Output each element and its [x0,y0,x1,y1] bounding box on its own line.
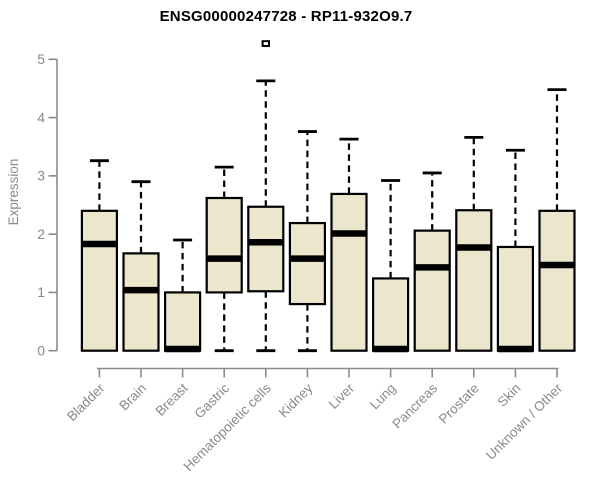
x-tick-label: Liver [326,380,358,412]
box-gastric [205,196,243,294]
x-tick-label: Gastric [191,380,232,421]
box-bladder [80,209,119,352]
y-tick-label: 1 [37,284,45,300]
box-breast [164,291,202,352]
x-tick-label: Bladder [64,380,108,424]
y-tick-label: 0 [37,343,45,359]
box-prostate [455,209,493,352]
x-tick-label: Prostate [436,381,482,427]
x-tick-label: Skin [494,381,523,410]
box-liver [330,192,368,352]
box-hematopoietic-cells [247,205,285,293]
y-tick-label: 3 [37,168,45,184]
y-tick-label: 5 [37,51,45,67]
box-skin [496,245,534,352]
y-tick-label: 4 [37,109,45,125]
box-lung [372,277,410,352]
box-pancreas [413,229,451,352]
x-tick-label: Unknown / Other [483,380,566,463]
x-tick-label: Breast [153,380,191,418]
box-brain [122,252,160,352]
x-tick-label: Pancreas [389,380,440,431]
outlier-square-marker [261,40,271,47]
y-tick-label: 2 [37,226,45,242]
box-unknown-other [538,209,576,352]
x-tick-label: Kidney [276,380,316,420]
x-tick-label: Brain [116,381,149,414]
x-tick-label: Lung [367,381,399,413]
box-kidney [288,221,326,306]
chart-title: ENSG00000247728 - RP11-932O9.7 [159,8,413,25]
